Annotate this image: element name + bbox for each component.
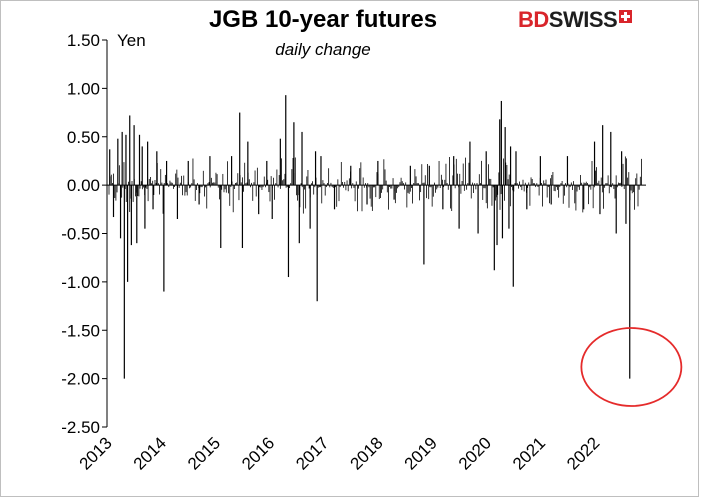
logo-text-bd: BD [518,7,549,32]
x-tick-label: 2020 [455,433,495,473]
y-tick-label: 1.00 [67,79,100,98]
y-tick-label: -2.50 [61,418,100,437]
x-tick-label: 2019 [401,433,441,473]
x-tick-label: 2014 [130,433,170,473]
logo-text-swiss: SWISS [548,7,618,32]
y-tick-label: 1.50 [67,31,100,50]
bdswiss-logo: BD SWISS [518,7,633,32]
x-tick-label: 2016 [238,433,278,473]
x-tick-label: 2018 [346,433,386,473]
y-tick-label: -1.50 [61,321,100,340]
y-tick-label: 0.50 [67,128,100,147]
x-tick-label: 2015 [184,433,224,473]
chart-subtitle: daily change [275,40,371,59]
x-tick-label: 2021 [509,433,549,473]
swiss-cross-icon [619,9,633,23]
y-tick-label: 0.00 [67,176,100,195]
annotation-circle [580,327,683,407]
y-tick-label: -0.50 [61,225,100,244]
y-axis-unit-label: Yen [117,31,146,50]
x-tick-label: 2022 [563,433,603,473]
x-tick-label: 2017 [292,433,332,473]
chart-title: JGB 10-year futures [208,6,438,33]
x-tick-label: 2013 [76,433,116,473]
y-tick-label: -2.00 [61,370,100,389]
y-tick-label: -1.00 [61,273,100,292]
